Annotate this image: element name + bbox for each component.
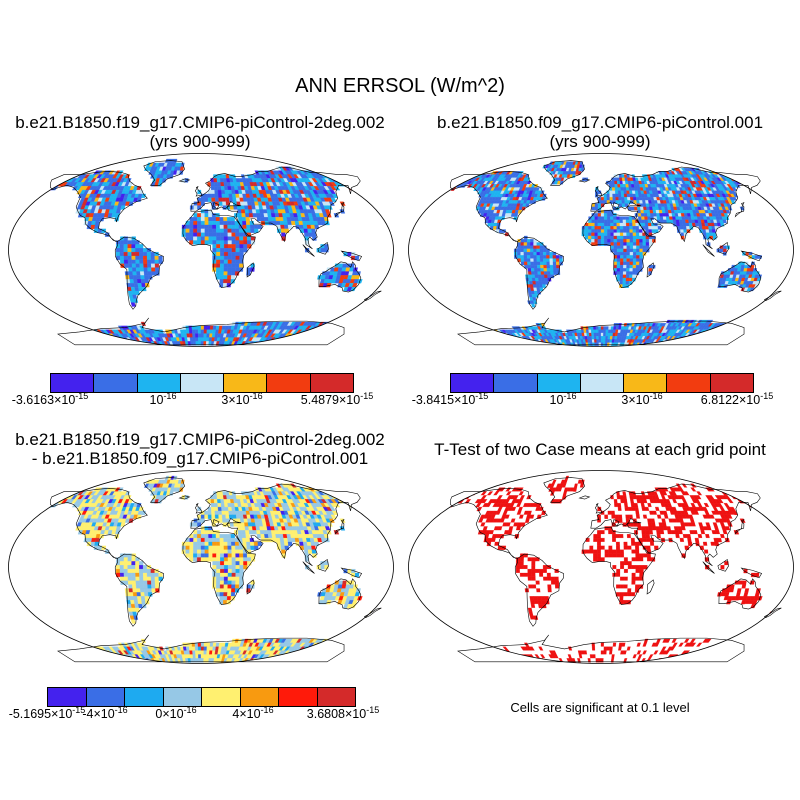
map-border: [408, 470, 794, 664]
colorbar-swatch: [137, 374, 181, 392]
colorbar-swatch: [624, 374, 668, 392]
map-border: [408, 153, 794, 347]
panel-1-title-line1: b.e21.B1850.f19_g17.CMIP6-piControl-2deg…: [15, 113, 385, 132]
panel-2-title-line2: (yrs 900-999): [549, 132, 651, 151]
colorbar-swatch: [51, 374, 95, 392]
map-cells: [47, 158, 380, 346]
colorbar-tick-label: -5.1695×10-15: [8, 705, 86, 722]
panel-3-title: b.e21.B1850.f19_g17.CMIP6-piControl-2deg…: [0, 430, 400, 468]
colorbar-swatch: [310, 374, 353, 392]
colorbar-swatch: [180, 374, 225, 392]
panel-4-title: T-Test of two Case means at each grid po…: [400, 440, 800, 459]
colorbar-swatch: [667, 374, 711, 392]
colorbar-swatch: [710, 374, 753, 392]
coastlines: [50, 160, 382, 346]
colorbar-tick-label: -4×10-16: [82, 705, 128, 722]
map-border: [8, 153, 394, 347]
panel-1-title: b.e21.B1850.f19_g17.CMIP6-piControl-2deg…: [0, 113, 400, 151]
colorbar-swatch: [580, 374, 625, 392]
map-panel-2: [408, 153, 794, 347]
colorbar-swatch: [537, 374, 581, 392]
panel-3-title-line1: b.e21.B1850.f19_g17.CMIP6-piControl-2deg…: [15, 430, 385, 449]
colorbar-tick-label: -3.8415×10-15: [411, 391, 489, 408]
colorbar-tick-label: 3.6808×10-15: [306, 705, 380, 722]
coastlines: [450, 477, 782, 663]
colorbar-swatch: [163, 688, 202, 706]
colorbar-swatch: [202, 688, 241, 706]
colorbar-swatch: [86, 688, 125, 706]
panel-2-title: b.e21.B1850.f09_g17.CMIP6-piControl.001 …: [400, 113, 800, 151]
colorbar-swatch: [451, 374, 495, 392]
panel-1-title-line2: (yrs 900-999): [149, 132, 251, 151]
map-panel-3: [8, 470, 394, 664]
colorbar-panel-3: [47, 687, 356, 707]
map-cells: [447, 475, 780, 663]
colorbar-tick-label: 3×10-16: [621, 391, 663, 408]
colorbar-swatch: [279, 688, 318, 706]
colorbar-swatch: [94, 374, 138, 392]
colorbar-swatch: [48, 688, 87, 706]
significance-note: Cells are significant at 0.1 level: [510, 700, 690, 715]
colorbar-tick-label: 10-16: [149, 391, 177, 408]
colorbar-swatch: [317, 688, 355, 706]
colorbar-tick-label: 4×10-16: [232, 705, 274, 722]
colorbar-swatch: [125, 688, 164, 706]
colorbar-swatch: [267, 374, 311, 392]
map-border: [8, 470, 394, 664]
colorbar-tick-label: -3.6163×10-15: [11, 391, 89, 408]
map-panel-4: [408, 470, 794, 664]
panel-4-title-line1: T-Test of two Case means at each grid po…: [434, 440, 766, 459]
colorbar-tick-label: 3×10-16: [221, 391, 263, 408]
coastlines: [450, 160, 782, 346]
coastlines: [50, 477, 382, 663]
colorbar-tick-label: 5.4879×10-15: [300, 391, 374, 408]
colorbar-swatch: [494, 374, 538, 392]
colorbar-tick-label: 6.8122×10-15: [700, 391, 774, 408]
map-cells: [47, 475, 380, 663]
panel-3-title-line2: - b.e21.B1850.f09_g17.CMIP6-piControl.00…: [31, 449, 369, 468]
colorbar-swatch: [240, 688, 279, 706]
panel-2-title-line1: b.e21.B1850.f09_g17.CMIP6-piControl.001: [436, 113, 764, 132]
map-panel-1: [8, 153, 394, 347]
colorbar-panel-1: [50, 373, 354, 393]
colorbar-panel-2: [450, 373, 754, 393]
colorbar-tick-label: 0×10-16: [155, 705, 197, 722]
colorbar-tick-label: 10-16: [549, 391, 577, 408]
colorbar-swatch: [224, 374, 268, 392]
main-title: ANN ERRSOL (W/m^2): [295, 75, 505, 97]
